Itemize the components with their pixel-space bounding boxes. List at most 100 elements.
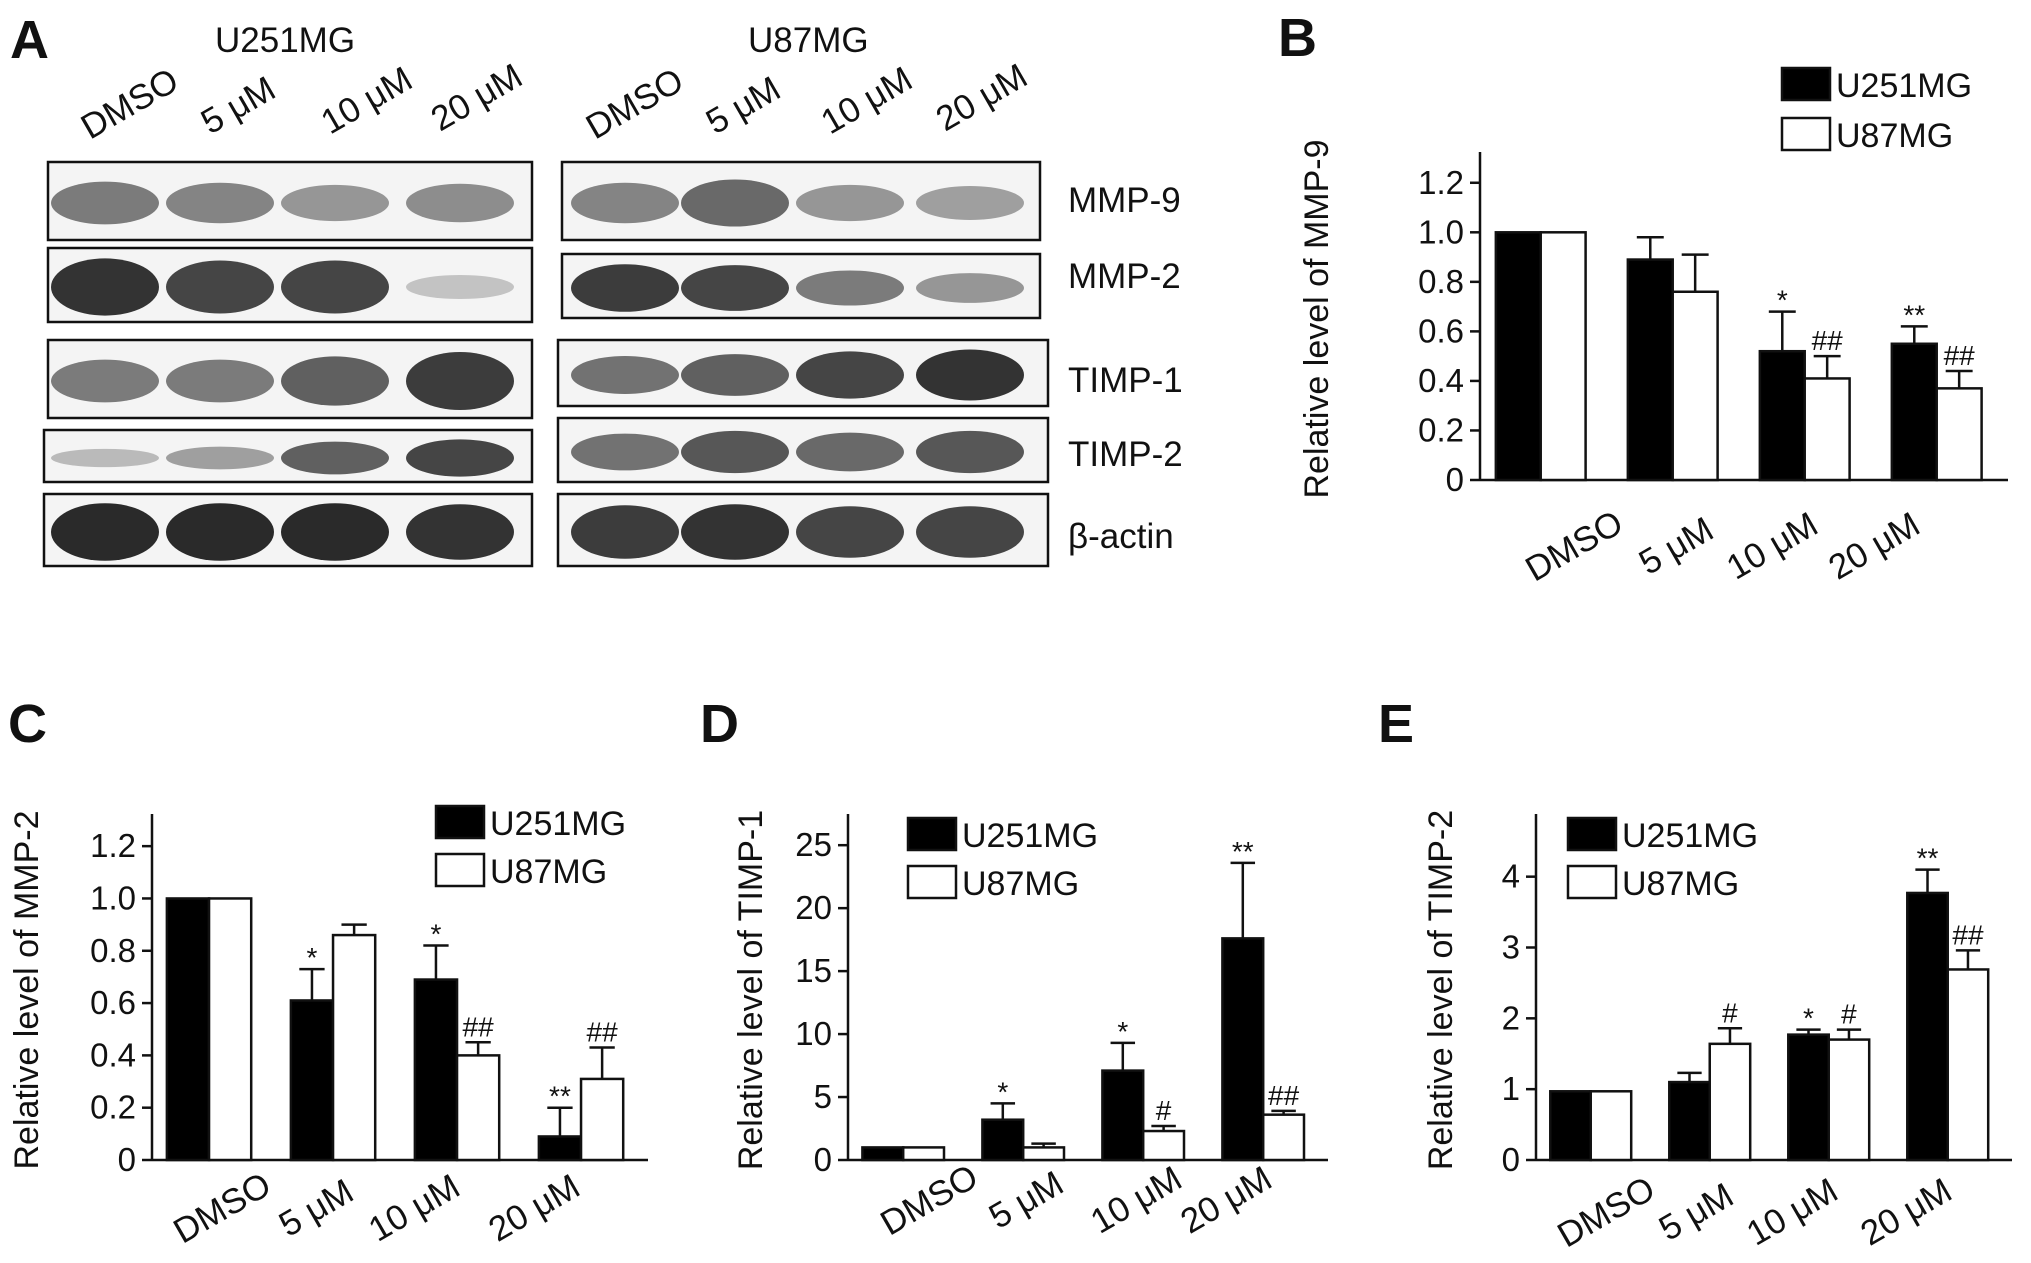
lane-label-u87mg-5-m: 5 μM (700, 69, 787, 142)
legend-label-d-u251mg: U251MG (962, 817, 1098, 855)
band-R-mmp-2-5-m (681, 265, 789, 311)
x-category-d-10-m: 10 μM (1084, 1159, 1188, 1242)
significance-c-u251mg-10-m: * (431, 919, 442, 950)
panel-label-c: C (8, 694, 47, 754)
blot-strip-R-actin (556, 492, 1050, 568)
significance-b-u251mg-20-m: ** (1903, 299, 1925, 330)
blot-strip-R-timp-2 (556, 416, 1050, 484)
significance-d-u251mg-5-m: * (997, 1076, 1008, 1107)
band-R-actin-10-m (796, 506, 904, 558)
y-tick-label-b-1: 0.2 (1418, 411, 1464, 448)
x-category-c-5-m: 5 μM (273, 1172, 360, 1245)
significance-b-u87mg-10-m: ## (1812, 325, 1844, 356)
blot-strip-L-timp-2 (42, 428, 534, 484)
x-category-e-10-m: 10 μM (1740, 1171, 1844, 1254)
bar-e-u251mg-dmso (1549, 1090, 1592, 1162)
bar-e-u87mg-20-m (1946, 968, 1990, 1162)
band-L-mmp-9-dmso (51, 181, 159, 225)
bar-e-u251mg-20-m (1906, 891, 1949, 1162)
legend-label-b-u251mg: U251MG (1836, 67, 1972, 105)
y-tick-label-e-1: 1 (1502, 1070, 1520, 1107)
significance-e-u251mg-10-m: * (1803, 1003, 1814, 1034)
y-tick-label-c-0: 0 (118, 1141, 136, 1178)
significance-e-u87mg-20-m: ## (1952, 919, 1984, 950)
chart-c-mmp2: 0 0.2 0.4 0.6 0.8 1.0 1.2 Relative level of MMP… (8, 804, 648, 1251)
blot-strip-L-actin (42, 492, 534, 568)
y-tick-label-b-6: 1.2 (1418, 164, 1464, 201)
band-L-actin-10-m (281, 503, 389, 561)
x-category-c-dmso: DMSO (167, 1165, 277, 1251)
y-axis-label-b: Relative level of MMP-9 (1298, 139, 1336, 498)
band-L-timp-2-20-m (406, 439, 514, 477)
chart-e-timp2: 0 1 2 3 4 Relative level of TIMP-2 # * # ** ## DMSO… (1422, 810, 2012, 1255)
y-tick-label-e-3: 3 (1502, 929, 1520, 966)
y-tick-label-e-4: 4 (1502, 858, 1520, 895)
x-category-c-20-m: 20 μM (482, 1167, 586, 1250)
panel-label-e: E (1378, 694, 1414, 754)
cell-line-label-u87mg: U87MG (748, 21, 869, 60)
bar-e-u87mg-dmso (1589, 1090, 1633, 1162)
y-tick-label-d-1: 5 (814, 1078, 832, 1115)
x-category-b-10-m: 10 μM (1720, 505, 1824, 588)
lane-label-u87mg-20-m: 20 μM (930, 56, 1034, 139)
panel-label-d: D (700, 694, 739, 754)
blot-strip-L-timp-1 (46, 338, 534, 420)
legend-label-d-u87mg: U87MG (962, 865, 1079, 903)
legend-label-c-u251mg: U251MG (490, 805, 626, 843)
y-tick-label-b-4: 0.8 (1418, 263, 1464, 300)
bar-c-u87mg-dmso (207, 897, 253, 1162)
significance-e-u87mg-5-m: # (1722, 997, 1738, 1028)
band-R-timp-2-10-m (796, 432, 904, 472)
bar-e-u87mg-10-m (1827, 1038, 1871, 1162)
lane-label-u87mg-dmso: DMSO (580, 61, 690, 147)
lane-label-u251mg-dmso: DMSO (75, 61, 185, 147)
band-R-mmp-2-10-m (796, 270, 904, 306)
cell-line-label-u251mg: U251MG (215, 21, 355, 60)
lane-label-u87mg-10-m: 10 μM (815, 59, 919, 142)
band-L-mmp-2-20-m (406, 275, 514, 299)
bar-b-u251mg-20-m (1890, 342, 1938, 482)
band-L-mmp-2-5-m (166, 260, 274, 314)
band-L-timp-1-dmso (51, 359, 159, 403)
band-R-mmp-9-20-m (916, 185, 1024, 221)
x-category-e-20-m: 20 μM (1854, 1171, 1958, 1254)
bar-b-u251mg-5-m (1626, 258, 1674, 482)
band-R-actin-5-m (681, 504, 789, 560)
legend-label-b-u87mg: U87MG (1836, 117, 1953, 155)
bar-d-u251mg-20-m (1221, 937, 1265, 1162)
band-L-mmp-9-10-m (281, 184, 389, 222)
bar-d-u251mg-5-m (981, 1118, 1025, 1162)
significance-c-u251mg-20-m: ** (549, 1081, 571, 1112)
panel-label-a: A (10, 10, 49, 70)
significance-d-u251mg-20-m: ** (1232, 836, 1254, 867)
bar-b-u87mg-20-m (1935, 387, 1983, 482)
band-L-mmp-2-dmso (51, 258, 159, 316)
x-category-b-dmso: DMSO (1519, 503, 1629, 589)
y-tick-label-e-2: 2 (1502, 999, 1520, 1036)
significance-e-u87mg-10-m: # (1841, 999, 1857, 1030)
band-R-mmp-9-dmso (571, 182, 679, 224)
band-R-mmp-9-10-m (796, 184, 904, 222)
bar-b-u87mg-5-m (1671, 290, 1719, 482)
y-tick-label-c-3: 0.6 (90, 984, 136, 1021)
band-L-mmp-2-10-m (281, 260, 389, 314)
x-category-d-dmso: DMSO (874, 1157, 984, 1243)
y-axis-label-c: Relative level of MMP-2 (8, 810, 46, 1169)
bar-b-u251mg-dmso (1494, 231, 1542, 482)
band-R-mmp-2-20-m (916, 273, 1024, 303)
bar-d-u87mg-5-m (1021, 1146, 1066, 1162)
bar-b-u87mg-10-m (1803, 377, 1851, 482)
protein-label-timp-2: TIMP-2 (1068, 435, 1183, 474)
y-tick-label-b-5: 1.0 (1418, 213, 1464, 250)
legend-swatch-d-u87mg (906, 864, 958, 900)
legend-label-e-u87mg: U87MG (1622, 865, 1739, 903)
y-tick-label-b-0: 0 (1446, 461, 1464, 498)
bar-c-u251mg-dmso (165, 897, 211, 1162)
band-L-timp-2-10-m (281, 441, 389, 475)
significance-c-u251mg-5-m: * (307, 942, 318, 973)
panel-label-b: B (1278, 8, 1317, 68)
bar-c-u251mg-20-m (537, 1135, 583, 1162)
bar-b-u251mg-10-m (1758, 349, 1806, 482)
bar-e-u251mg-10-m (1787, 1033, 1830, 1162)
